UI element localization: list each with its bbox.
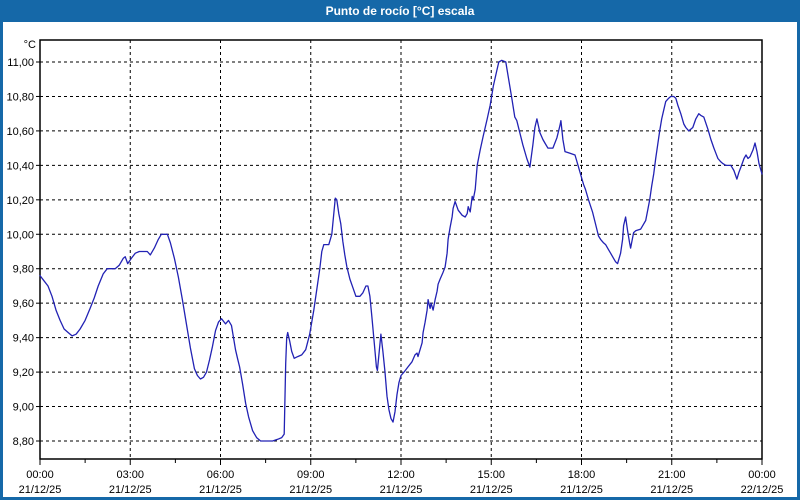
x-tick-date: 21/12/25 bbox=[289, 484, 332, 496]
x-tick-date: 22/12/25 bbox=[741, 484, 784, 496]
x-tick-time: 03:00 bbox=[116, 469, 144, 481]
y-tick-label: 11,00 bbox=[7, 57, 34, 69]
y-tick-label: 10,00 bbox=[6, 229, 34, 241]
x-tick-time: 09:00 bbox=[297, 469, 325, 481]
chart-title-bar: Punto de rocío [°C] escala bbox=[0, 0, 800, 22]
y-axis-unit-label: °C bbox=[24, 39, 36, 51]
dewpoint-line bbox=[39, 59, 763, 442]
y-tick-label: 9,00 bbox=[13, 402, 34, 414]
y-tick-label: 10,80 bbox=[6, 91, 34, 103]
x-tick-date: 21/12/25 bbox=[109, 484, 152, 496]
x-tick-time: 00:00 bbox=[26, 469, 54, 481]
chart-title: Punto de rocío [°C] escala bbox=[325, 4, 475, 18]
y-tick-label: 10,40 bbox=[6, 160, 34, 172]
y-tick-label: 9,80 bbox=[13, 264, 34, 276]
frame-left bbox=[0, 22, 3, 500]
y-tick-label: 9,40 bbox=[13, 333, 34, 345]
frame-right bbox=[797, 22, 800, 500]
x-tick-time: 00:00 bbox=[748, 469, 776, 481]
y-tick-label: 9,60 bbox=[13, 298, 34, 310]
y-tick-label: 8,80 bbox=[13, 436, 34, 448]
x-tick-date: 21/12/25 bbox=[560, 484, 603, 496]
x-tick-time: 15:00 bbox=[477, 469, 505, 481]
x-tick-date: 21/12/25 bbox=[650, 484, 693, 496]
x-tick-date: 21/12/25 bbox=[199, 484, 242, 496]
x-tick-date: 21/12/25 bbox=[380, 484, 423, 496]
x-tick-time: 21:00 bbox=[658, 469, 686, 481]
x-tick-time: 18:00 bbox=[568, 469, 596, 481]
x-tick-time: 06:00 bbox=[207, 469, 235, 481]
frame-bottom bbox=[0, 497, 800, 500]
x-tick-date: 21/12/25 bbox=[19, 484, 62, 496]
x-tick-time: 12:00 bbox=[387, 469, 415, 481]
dewpoint-chart: 11,00 10,80 10,60 10,40 10,20 10,00 9,80 9,60 9,… bbox=[0, 22, 800, 500]
x-tick-date: 21/12/25 bbox=[470, 484, 513, 496]
y-tick-label: 9,20 bbox=[13, 367, 34, 379]
y-tick-label: 10,60 bbox=[6, 126, 34, 138]
y-tick-label: 10,20 bbox=[6, 195, 34, 207]
